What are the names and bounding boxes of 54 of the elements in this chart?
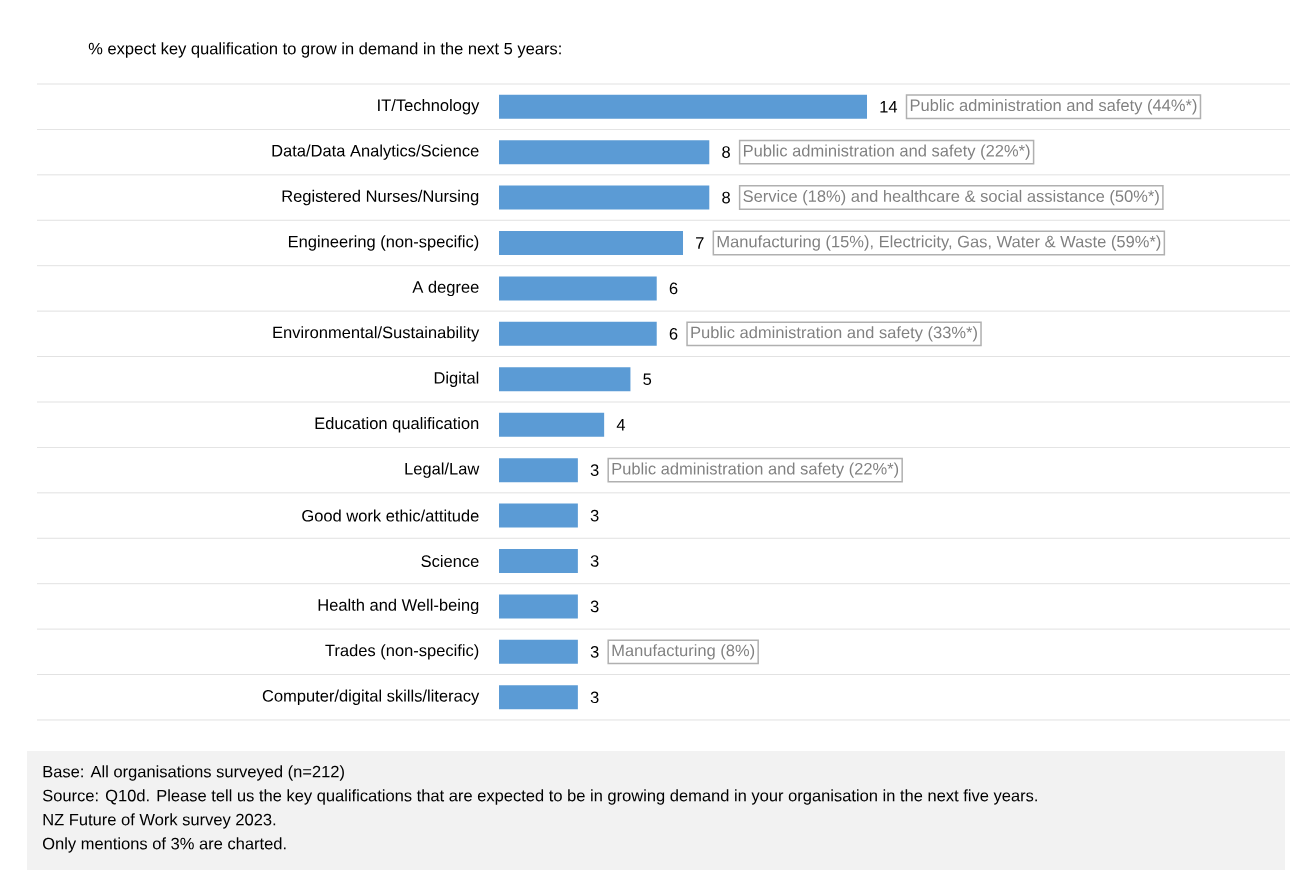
y-tick-label: Engineering (non-specific) — [288, 235, 479, 251]
text: Base: All organisations surveyed (n=212) — [43, 765, 344, 781]
annotation: Public administration and safety (22%*) — [743, 144, 1030, 160]
y-tick-label: Education qualification — [315, 417, 479, 433]
bar — [499, 685, 578, 710]
bar — [499, 230, 684, 255]
bar — [499, 503, 578, 528]
y-tick-label: Trades (non-specific) — [325, 644, 479, 660]
y-tick-label: A degree — [412, 280, 479, 297]
annotation: Service (18%) and healthcare & social assistance (50%*) — [743, 189, 1159, 206]
annotation: Public administration and safety (22%*) — [612, 462, 899, 478]
data-label: 3 — [590, 555, 599, 567]
data-label: 3 — [590, 600, 599, 613]
data-label: 6 — [669, 282, 678, 295]
y-tick-label: Computer/digital skills/literacy — [262, 689, 480, 705]
data-label: 14 — [880, 101, 898, 113]
text: NZ Future of Work survey 2023. — [43, 813, 276, 829]
y-tick-label: Science — [421, 554, 479, 568]
data-label: 6 — [669, 328, 678, 340]
y-tick-label: Registered Nurses/Nursing — [282, 189, 479, 206]
y-tick-label: Health and Well-being — [318, 598, 479, 615]
data-label: 8 — [722, 191, 730, 204]
y-tick-label: Data/Data Analytics/Science — [272, 144, 479, 160]
y-tick-label: Environmental/Sustainability — [273, 326, 480, 342]
bar — [499, 94, 868, 119]
data-label: 3 — [590, 464, 599, 476]
data-label: 8 — [722, 146, 730, 158]
bar — [499, 458, 578, 483]
annotation: Public administration and safety (44%*) — [910, 99, 1197, 115]
bar — [499, 321, 657, 346]
annotation: Manufacturing (8%) — [612, 644, 755, 660]
annotation: Public administration and safety (33%*) — [691, 326, 977, 342]
data-label: 3 — [590, 646, 599, 658]
bar — [499, 548, 578, 573]
text: Only mentions of 3% are charted. — [42, 837, 286, 853]
bar — [499, 367, 631, 392]
bar — [499, 594, 578, 619]
y-tick-label: IT/Technology — [378, 99, 480, 115]
bar — [499, 140, 710, 165]
bar — [499, 639, 578, 664]
bar — [499, 185, 710, 210]
data-label: 4 — [616, 419, 626, 431]
data-label: 3 — [590, 691, 599, 704]
y-tick-label: Digital — [434, 371, 479, 387]
y-tick-label: Legal/Law — [405, 462, 480, 478]
bar — [499, 412, 605, 437]
data-label: 3 — [590, 509, 599, 522]
data-label: 7 — [696, 237, 704, 249]
annotation: Manufacturing (15%), Electricity, Gas, Water & Waste (59%*) — [717, 235, 1161, 251]
y-tick-label: Good work ethic/attitude — [302, 509, 479, 522]
source-note: Source: Q10d. Please tell us the key qualifications that are expected to be in growing demand in your organisation in the next five years. — [42, 789, 1037, 805]
text: % expect key qualification to grow in demand in the next 5 years: — [88, 42, 561, 58]
data-label: 5 — [643, 373, 652, 386]
bar — [499, 276, 657, 301]
